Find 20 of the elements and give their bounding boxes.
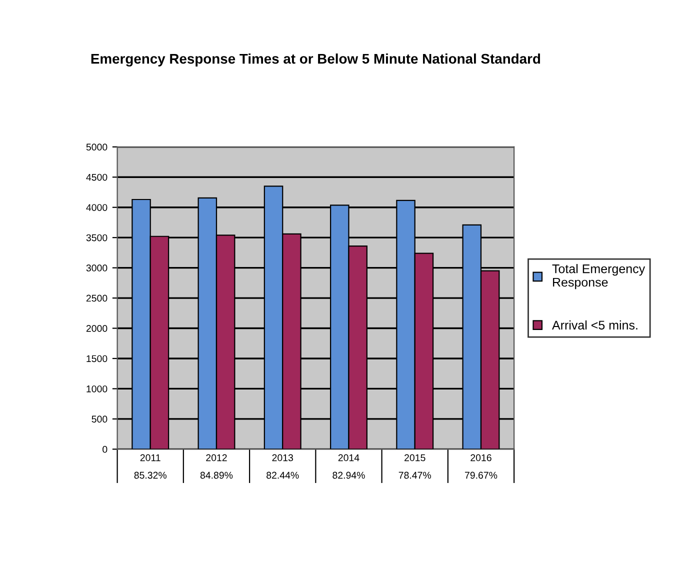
y-tick-label: 1000	[86, 385, 108, 392]
x-tick-label: 2013 82.44%	[266, 454, 299, 479]
x-tick-label: 2015 78.47%	[398, 454, 432, 479]
x-tick-label: 2014 82.94%	[332, 454, 365, 479]
y-tick-label: 4000	[86, 204, 108, 211]
y-tick-label: 3500	[86, 234, 108, 242]
x-tick-label: 2016 79.67%	[465, 454, 498, 479]
y-tick-label: 0	[102, 446, 108, 453]
chart-title: Emergency Response Times at or Below 5 Minute National Standard	[91, 54, 540, 67]
y-tick-label: 2500	[86, 294, 108, 302]
legend-label: Total Emergency Response	[552, 264, 646, 290]
y-tick-label: 2000	[86, 325, 108, 332]
y-tick-label: 4500	[86, 174, 108, 181]
x-tick-label: 2011 85.32%	[134, 454, 167, 479]
x-tick-label: 2012 84.89%	[200, 454, 233, 479]
y-tick-label: 1500	[86, 355, 108, 362]
y-tick-label: 5000	[86, 144, 108, 151]
y-tick-label: 500	[92, 416, 108, 423]
y-tick-label: 3000	[86, 264, 108, 272]
legend-label: Arrival <5 mins.	[552, 320, 638, 330]
